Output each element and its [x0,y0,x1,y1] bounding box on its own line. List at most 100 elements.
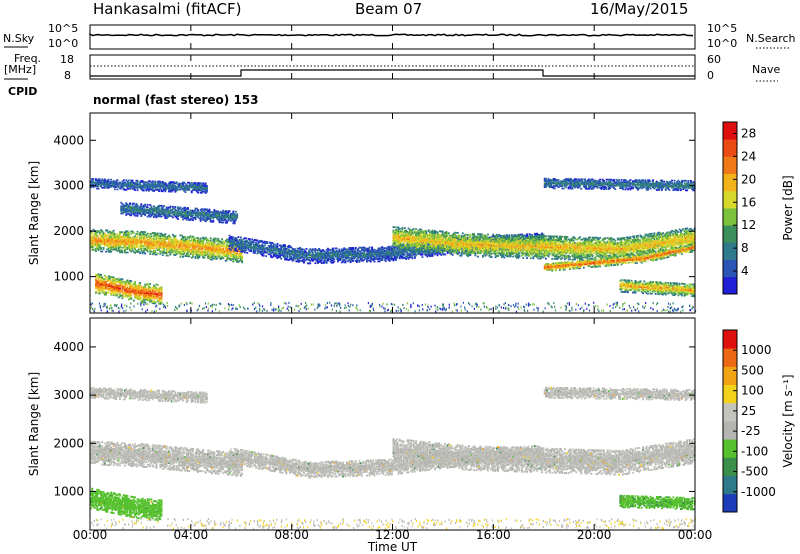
cell-power-b0 [226,241,228,243]
cell-power-b0 [116,240,119,243]
cell-power-b1 [159,293,162,296]
cell-power-b0 [240,255,242,258]
cell-power-b0 [182,256,184,258]
cell-power-b1 [124,286,126,288]
cell-power-b3 [150,213,153,216]
cell-power-b4 [391,249,394,251]
cell-power-b0 [153,245,155,247]
cell-power-b0 [164,242,167,245]
cell-power-b2 [136,179,139,182]
cell-power-b4 [376,249,378,252]
cell-power-b4 [367,256,370,258]
cell-power-b0 [232,247,235,250]
cell-power-b2 [135,186,138,189]
cell-power-b4 [311,255,314,258]
cell-power-b2 [127,185,130,188]
cell-power-b4 [324,251,327,254]
cell-power-b0 [202,237,205,240]
cell-power-b2 [137,185,140,188]
cell-power-b1 [95,290,97,293]
cell-power-b0 [124,239,126,242]
cell-power-b4 [357,254,360,256]
cell-power-b4 [306,256,309,259]
cell-power-b4 [350,258,353,261]
cell-power-b4 [255,247,257,250]
cell-power-b3 [194,218,197,221]
cell-power-b1 [145,291,148,293]
cell-power-b4 [236,245,239,248]
cell-power-b1 [141,287,144,289]
cell-power-b4 [323,262,326,264]
cell-power-b3 [132,209,135,212]
cell-power-b4 [275,245,278,247]
cell-power-b0 [165,248,168,251]
cell-power-b3 [204,212,207,214]
cell-power-b4 [269,251,271,253]
cell-power-b4 [279,255,281,257]
cell-power-b4 [270,250,273,252]
cell-power-b0 [151,240,154,243]
cell-power-b4 [379,255,382,258]
cell-power-b0 [137,248,140,251]
cell-power-b4 [357,259,360,262]
cell-power-b1 [112,276,115,279]
cell-power-b0 [169,244,172,247]
cell-power-b4 [292,257,295,260]
cell-power-b0 [130,240,133,242]
cell-power-b4 [379,248,382,251]
cell-power-b1 [155,293,158,295]
cell-power-b3 [194,212,197,215]
cell-power-b2 [158,180,160,183]
cell-power-b0 [202,247,205,249]
cell-power-b3 [203,210,206,213]
cell-power-b0 [93,238,96,241]
cell-power-b3 [231,214,234,216]
cell-power-b0 [217,243,220,246]
cell-power-b2 [98,183,101,185]
cell-power-b0 [199,237,202,240]
cell-power-b2 [177,186,179,188]
cell-power-b3 [222,211,225,213]
power-heatmap [90,177,697,313]
cell-power-b4 [296,257,299,259]
cell-power-b0 [97,243,100,246]
cell-power-b0 [90,237,92,239]
cell-power-b1 [106,280,109,282]
cell-power-b0 [142,250,145,252]
cell-power-b0 [190,250,193,253]
cell-power-b3 [216,210,218,213]
cell-power-b2 [112,184,115,187]
cell-power-b3 [194,213,197,216]
cell-power-b1 [95,291,97,294]
cell-power-b1 [129,283,131,286]
cell-power-b0 [184,248,187,250]
cell-power-b4 [233,237,236,240]
cell-power-b4 [263,244,266,247]
cell-power-b4 [308,262,310,265]
cell-power-b4 [338,253,341,256]
cell-power-b4 [368,256,371,258]
cell-power-b0 [173,242,176,244]
cell-power-b2 [195,183,198,186]
cell-power-b4 [378,260,381,263]
cell-power-b2 [110,184,113,187]
cell-power-b4 [282,251,285,253]
cell-power-b3 [125,210,128,213]
cell-power-b0 [183,252,186,255]
cell-power-b3 [184,212,187,215]
cell-power-b4 [314,250,317,253]
cell-power-b0 [226,244,228,247]
cell-power-b0 [222,243,225,245]
cell-power-b0 [187,255,189,258]
cell-power-b2 [142,182,145,185]
cell-power-b3 [170,209,173,212]
cell-power-b1 [101,280,104,282]
cell-power-b1 [121,291,124,294]
cell-power-b4 [390,246,392,249]
cell-power-b4 [369,257,372,259]
cell-power-b4 [240,248,242,251]
cell-power-b0 [198,251,201,254]
cell-power-b3 [135,210,138,212]
cell-power-b0 [185,249,188,252]
cell-power-b4 [325,249,328,251]
